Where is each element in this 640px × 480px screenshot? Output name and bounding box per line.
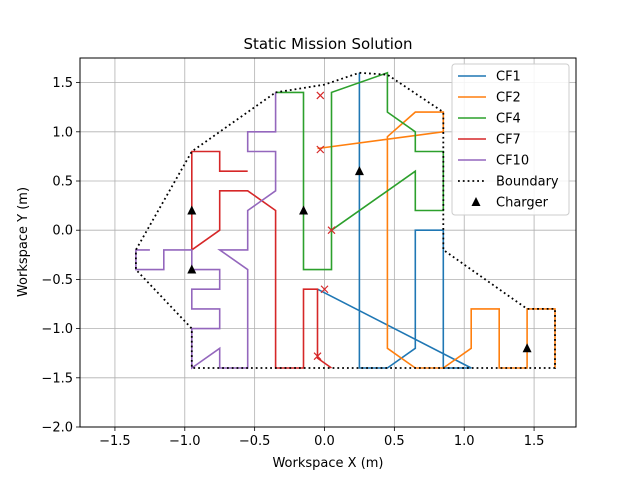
x-tick-label: −0.5 <box>239 434 271 449</box>
plot-frame <box>79 57 577 428</box>
legend-entry-boundary: Boundary <box>458 175 559 190</box>
legend-entry-cf2: CF2 <box>458 91 521 106</box>
marker-layer <box>187 91 532 361</box>
legend: CF1 CF2 CF4 CF7 CF10 Boundary Charger <box>451 63 570 216</box>
svg-text:CF1: CF1 <box>496 70 521 85</box>
x-tick-label: 0.5 <box>384 434 405 449</box>
x-axis-label: Workspace X (m) <box>272 456 383 471</box>
task-marker <box>320 285 329 294</box>
x-tick-label: −1.0 <box>169 434 201 449</box>
svg-text:Charger: Charger <box>496 196 549 211</box>
series-cf1-line <box>317 72 472 369</box>
legend-entry-cf1: CF1 <box>458 70 521 85</box>
y-tick-label: 1.5 <box>52 76 73 91</box>
y-tick-label: −2.0 <box>41 421 73 436</box>
y-tick-label: 1.0 <box>52 125 73 140</box>
charger-marker <box>299 205 309 215</box>
svg-text:CF7: CF7 <box>496 133 521 148</box>
series-layer <box>134 71 556 370</box>
legend-entry-cf10: CF10 <box>458 154 529 169</box>
x-tick-label: 1.0 <box>454 434 475 449</box>
legend-box <box>451 63 570 216</box>
y-axis: −2.0 −1.5 −1.0 −0.5 0.0 0.5 1.0 1.5 <box>41 76 80 436</box>
x-tick-label: 1.5 <box>524 434 545 449</box>
y-tick-label: −1.0 <box>41 322 73 337</box>
svg-text:CF2: CF2 <box>496 91 521 106</box>
y-tick-label: −0.5 <box>41 273 73 288</box>
y-tick-label: 0.5 <box>52 175 73 190</box>
y-axis-label: Workspace Y (m) <box>16 187 31 297</box>
task-marker <box>316 145 325 154</box>
svg-text:CF10: CF10 <box>496 154 529 169</box>
charger-marker <box>354 166 364 176</box>
chart-title: Static Mission Solution <box>243 35 412 53</box>
legend-entry-cf4: CF4 <box>458 112 521 127</box>
series-cf4-line <box>275 71 445 271</box>
legend-entry-charger: Charger <box>471 196 549 211</box>
series-cf7-line <box>191 150 332 369</box>
charger-marker <box>187 264 197 274</box>
y-tick-label: −1.5 <box>41 371 73 386</box>
series-cf2-line <box>317 111 556 369</box>
svg-text:Boundary: Boundary <box>496 175 559 190</box>
series-cf10-line <box>135 92 277 370</box>
x-tick-label: 0.0 <box>314 434 335 449</box>
legend-entry-cf7: CF7 <box>458 133 521 148</box>
x-tick-label: −1.5 <box>99 434 131 449</box>
x-axis: −1.5 −1.0 −0.5 0.0 0.5 1.0 1.5 <box>99 427 544 449</box>
task-marker <box>313 352 322 361</box>
charger-marker <box>187 205 197 215</box>
y-tick-label: 0.0 <box>52 224 73 239</box>
task-marker <box>327 226 336 235</box>
svg-text:CF4: CF4 <box>496 112 521 127</box>
charger-marker <box>522 343 532 353</box>
task-marker <box>316 91 325 100</box>
